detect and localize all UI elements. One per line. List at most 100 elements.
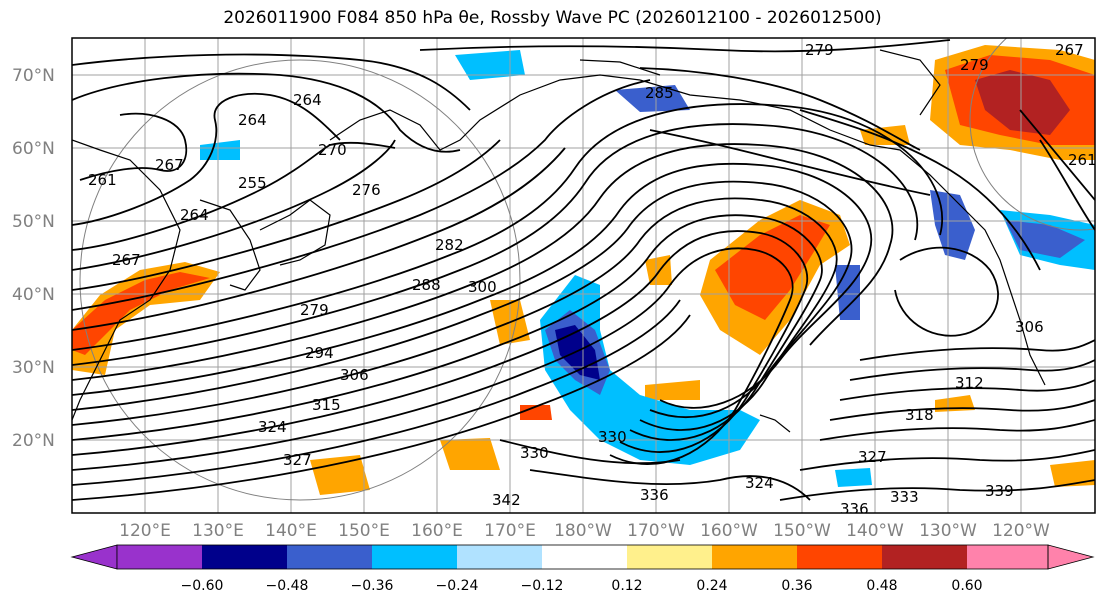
- contour-label: 312: [955, 374, 984, 392]
- anomaly-fill: [440, 438, 500, 470]
- contour-label: 342: [492, 491, 521, 509]
- contour-label: 336: [640, 486, 669, 504]
- lon-label: 150°W: [773, 521, 831, 541]
- colorbar-tick-label: 0.36: [781, 578, 812, 594]
- range-circles: [79, 38, 1095, 501]
- lon-label: 150°E: [338, 521, 390, 541]
- contour-label: 330: [598, 428, 627, 446]
- contour-label: 336: [840, 500, 869, 518]
- anomaly-fill: [645, 380, 700, 400]
- colorbar-swatch: [457, 545, 542, 569]
- latitude-labels: 70°N 60°N 50°N 40°N 30°N 20°N: [12, 66, 55, 451]
- colorbar-swatch: [797, 545, 882, 569]
- contour-label: 330: [520, 444, 549, 462]
- colorbar-extend-high: [1047, 544, 1095, 570]
- contour-label: 285: [645, 84, 674, 102]
- contour-label: 267: [112, 251, 141, 269]
- contour-label: 315: [312, 396, 341, 414]
- contour-label-group: 279 285 264 264 270 276 261 267 255 264 …: [88, 41, 1097, 518]
- theta-e-contours: [72, 39, 1095, 501]
- colorbar-tick-label: 0.48: [866, 578, 897, 594]
- colorbar-tick-label: 0.24: [696, 578, 727, 594]
- colorbar-tick-label: −0.36: [351, 578, 394, 594]
- colorbar-swatch: [882, 545, 967, 569]
- lat-label: 50°N: [12, 212, 55, 232]
- lon-label: 140°E: [265, 521, 317, 541]
- contour-label: 327: [283, 451, 312, 469]
- lon-label: 130°W: [919, 521, 977, 541]
- colorbar-tick-label: 0.12: [611, 578, 642, 594]
- contour-label: 264: [238, 111, 267, 129]
- contour-label: 267: [1055, 41, 1084, 59]
- contour-label: 255: [238, 174, 267, 192]
- lat-label: 60°N: [12, 139, 55, 159]
- contour-label: 288: [412, 276, 441, 294]
- contour-label: 261: [1068, 151, 1097, 169]
- contour-label: 306: [1015, 318, 1044, 336]
- contour-label: 264: [293, 91, 322, 109]
- lon-label: 160°W: [700, 521, 758, 541]
- lon-label: 140°W: [846, 521, 904, 541]
- contour-label: 339: [985, 482, 1014, 500]
- anomaly-fill: [590, 410, 625, 432]
- anomaly-fill: [455, 50, 525, 80]
- anomaly-fill: [72, 272, 210, 355]
- colorbar-swatch: [287, 545, 372, 569]
- anomaly-fill: [1005, 220, 1085, 258]
- lon-label: 170°W: [627, 521, 685, 541]
- lat-label: 30°N: [12, 358, 55, 378]
- colorbar-swatch: [967, 545, 1048, 569]
- colorbar-tick-label: −0.24: [436, 578, 479, 594]
- contour-label: 324: [745, 474, 774, 492]
- colorbar-swatch: [372, 545, 457, 569]
- lon-label: 180°W: [554, 521, 612, 541]
- lat-label: 70°N: [12, 66, 55, 86]
- coastlines: [72, 49, 1046, 433]
- anomaly-fill: [835, 468, 872, 487]
- contour-label: 279: [805, 41, 834, 59]
- contour-label: 306: [340, 366, 369, 384]
- map-title: 2026011900 F084 850 hPa θe, Rossby Wave …: [223, 8, 882, 28]
- contour-label: 264: [180, 206, 209, 224]
- longitude-labels: 120°E 130°E 140°E 150°E 160°E 170°E 180°…: [119, 521, 1050, 541]
- contour-label: 279: [960, 56, 989, 74]
- colorbar-outline: [116, 544, 1049, 570]
- lat-label: 40°N: [12, 285, 55, 305]
- colorbar-swatch: [202, 545, 287, 569]
- anomaly-fill: [72, 262, 220, 375]
- colorbar-tick-label: −0.48: [266, 578, 309, 594]
- contour-label: 270: [318, 141, 347, 159]
- contour-label: 276: [352, 181, 381, 199]
- map-frame: [71, 37, 1096, 514]
- colorbar-swatch: [542, 545, 627, 569]
- positive-anomaly-fills: [72, 45, 1095, 495]
- contour-label: 333: [890, 488, 919, 506]
- lon-label: 120°E: [119, 521, 171, 541]
- lon-label: 160°E: [411, 521, 463, 541]
- contour-label: 294: [305, 344, 334, 362]
- contour-label: 267: [155, 156, 184, 174]
- colorbar-extend-low: [70, 544, 118, 570]
- colorbar-swatch: [627, 545, 712, 569]
- anomaly-fill: [615, 85, 690, 112]
- lon-label: 120°W: [992, 521, 1050, 541]
- lon-label: 170°E: [484, 521, 536, 541]
- anomaly-fill: [310, 455, 370, 495]
- contour-label: 282: [435, 236, 464, 254]
- colorbar-tick-label: −0.12: [521, 578, 564, 594]
- contour-label: 300: [468, 278, 497, 296]
- anomaly-fill: [1050, 460, 1095, 487]
- colorbar-swatch: [117, 545, 202, 569]
- contour-label: 318: [905, 406, 934, 424]
- contour-label: 261: [88, 171, 117, 189]
- lon-label: 130°E: [192, 521, 244, 541]
- colorbar: −0.60 −0.48 −0.36 −0.24 −0.12 0.12 0.24 …: [70, 544, 1095, 594]
- colorbar-swatch: [712, 545, 797, 569]
- contour-label: 279: [300, 301, 329, 319]
- contour-label: 324: [258, 418, 287, 436]
- anomaly-fill: [975, 70, 1070, 135]
- contour-label: 327: [858, 448, 887, 466]
- colorbar-tick-label: 0.60: [951, 578, 982, 594]
- colorbar-tick-label: −0.60: [181, 578, 224, 594]
